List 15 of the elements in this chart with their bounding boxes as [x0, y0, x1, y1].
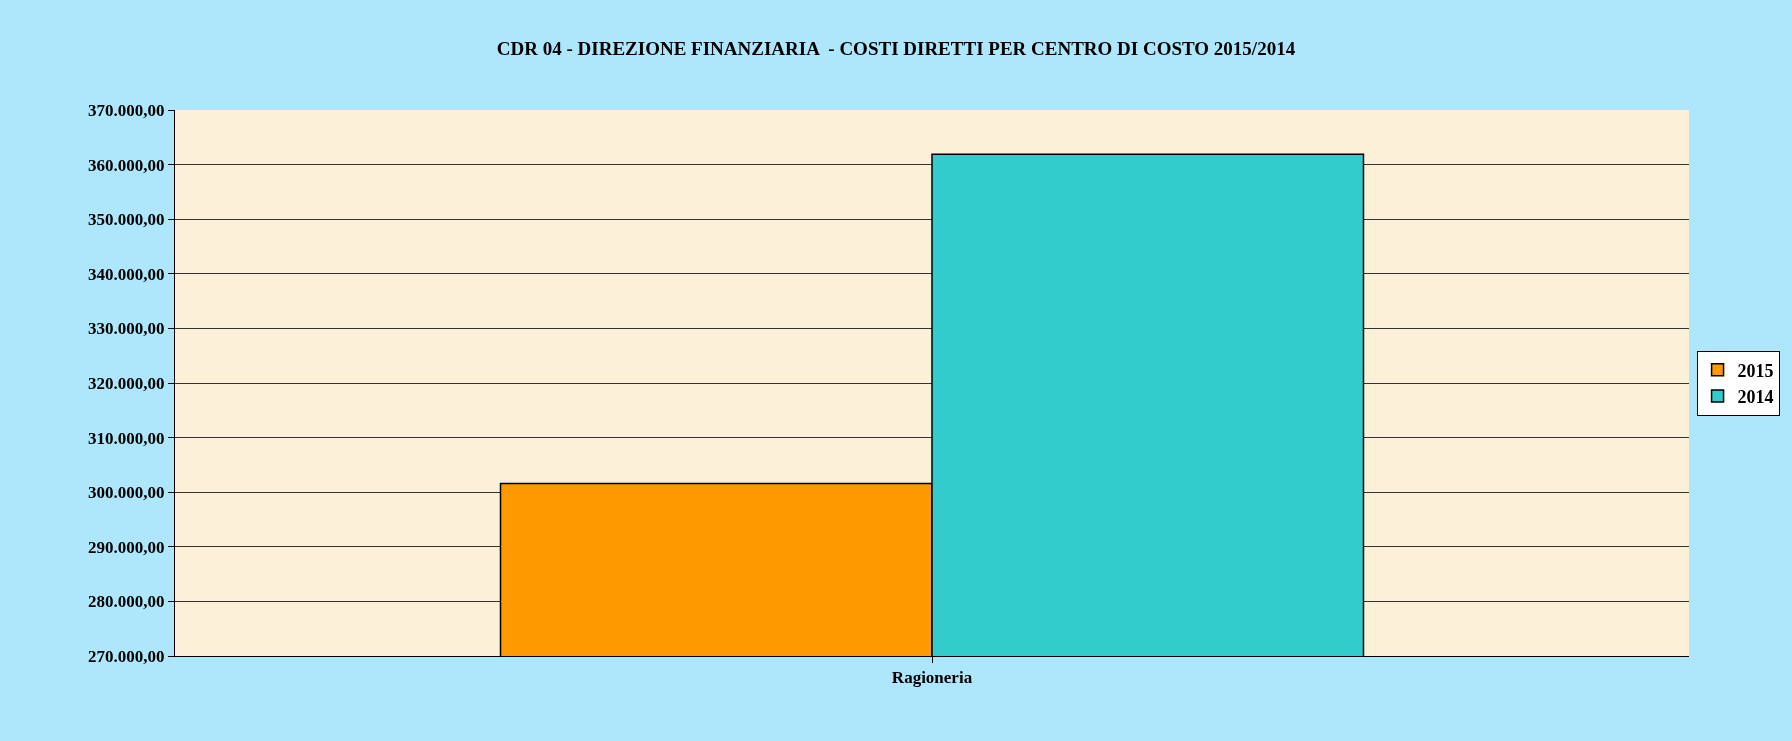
- y-tick-label: 360.000,00: [88, 155, 165, 175]
- x-tick-label: Ragioneria: [891, 668, 973, 688]
- y-tick-label: 370.000,00: [88, 100, 165, 120]
- y-tick-label: 310.000,00: [88, 428, 165, 448]
- y-tick-label: 290.000,00: [88, 537, 165, 557]
- y-tick-label: 300.000,00: [88, 483, 165, 503]
- y-tick-label: 270.000,00: [88, 646, 165, 666]
- y-tick-label: 280.000,00: [88, 592, 165, 612]
- chart-title: CDR 04 - DIREZIONE FINANZIARIA - COSTI DIRETTI PER CENTRO DI COSTO 2015/2014: [496, 37, 1296, 59]
- y-tick-label: 340.000,00: [88, 264, 165, 284]
- legend-label: 2015: [1737, 360, 1774, 381]
- y-tick-label: 320.000,00: [88, 373, 165, 393]
- y-tick-label: 330.000,00: [88, 319, 165, 339]
- y-tick-label: 350.000,00: [88, 210, 165, 230]
- legend-label: 2014: [1737, 387, 1774, 408]
